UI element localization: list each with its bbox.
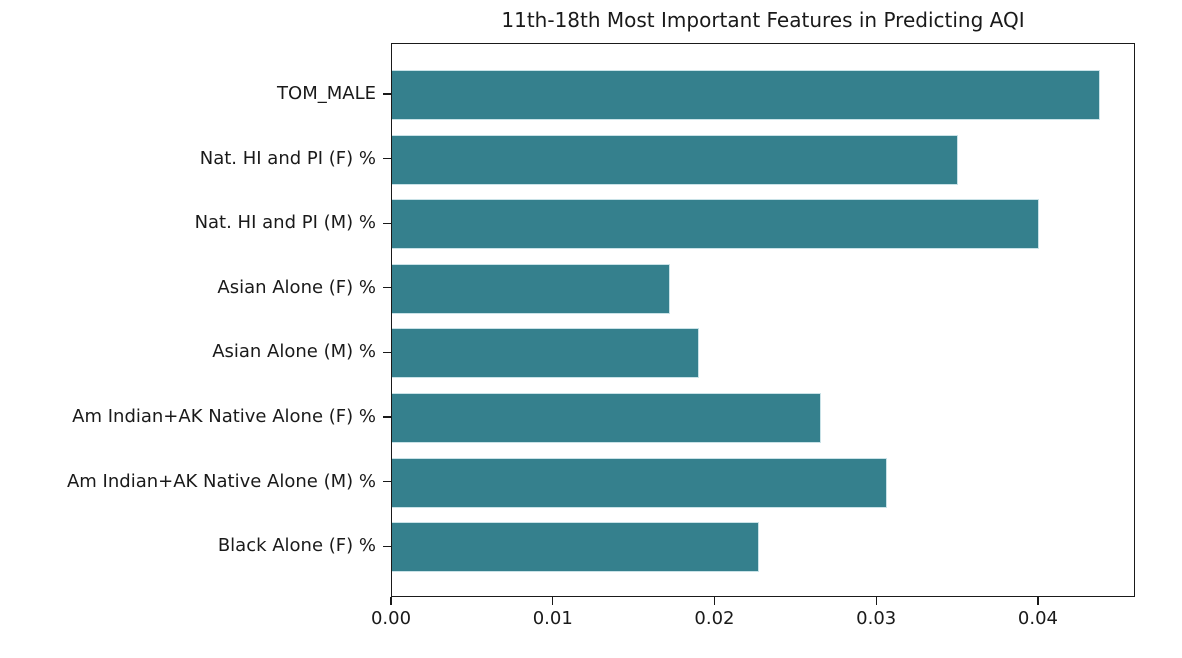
y-tick-mark bbox=[383, 93, 391, 95]
x-tick-label-0-02: 0.02 bbox=[694, 608, 735, 629]
y-tick-label-nat-hi-and-pi-f: Nat. HI and PI (F) % bbox=[199, 147, 376, 169]
x-tick-label-0-01: 0.01 bbox=[532, 608, 573, 629]
bar-nat-hi-and-pi-f bbox=[392, 134, 959, 185]
y-tick-label-am-indian-ak-native-alone-f: Am Indian+AK Native Alone (F) % bbox=[72, 406, 376, 427]
bar-am-indian-ak-native-alone-f bbox=[392, 393, 821, 443]
x-tick-mark bbox=[552, 597, 554, 605]
bar-asian-alone-m bbox=[392, 328, 700, 379]
x-tick-label-0-03: 0.03 bbox=[856, 608, 897, 629]
bar-am-indian-ak-native-alone-m bbox=[392, 457, 887, 508]
y-tick-mark bbox=[383, 545, 391, 547]
x-tick-mark bbox=[1037, 597, 1039, 605]
y-tick-label-asian-alone-m: Asian Alone (M) % bbox=[212, 341, 376, 363]
y-tick-mark bbox=[383, 416, 391, 418]
x-tick-label-0-04: 0.04 bbox=[1017, 608, 1058, 629]
y-tick-mark bbox=[383, 287, 391, 289]
y-tick-label-nat-hi-and-pi-m: Nat. HI and PI (M) % bbox=[194, 212, 376, 234]
bar-nat-hi-and-pi-m bbox=[392, 199, 1039, 250]
bar-asian-alone-f bbox=[392, 263, 671, 314]
y-tick-label-am-indian-ak-native-alone-m: Am Indian+AK Native Alone (M) % bbox=[66, 470, 376, 492]
y-tick-label-asian-alone-f: Asian Alone (F) % bbox=[217, 276, 376, 298]
x-tick-mark bbox=[875, 597, 877, 605]
chart-title: 11th-18th Most Important Features in Pre… bbox=[501, 8, 1025, 32]
plot-area bbox=[391, 43, 1135, 597]
bar-tom-male bbox=[392, 70, 1101, 120]
y-tick-mark bbox=[383, 157, 391, 160]
x-tick-mark bbox=[713, 597, 716, 605]
y-tick-mark bbox=[383, 351, 391, 354]
y-tick-label-tom-male: TOM_MALE bbox=[277, 83, 376, 104]
y-tick-mark bbox=[383, 480, 391, 483]
x-tick-label-0-00: 0.00 bbox=[370, 608, 412, 629]
y-tick-mark bbox=[383, 222, 391, 224]
bar-black-alone-f bbox=[392, 522, 760, 573]
y-tick-label-black-alone-f: Black Alone (F) % bbox=[217, 535, 376, 557]
x-tick-mark bbox=[390, 597, 392, 605]
